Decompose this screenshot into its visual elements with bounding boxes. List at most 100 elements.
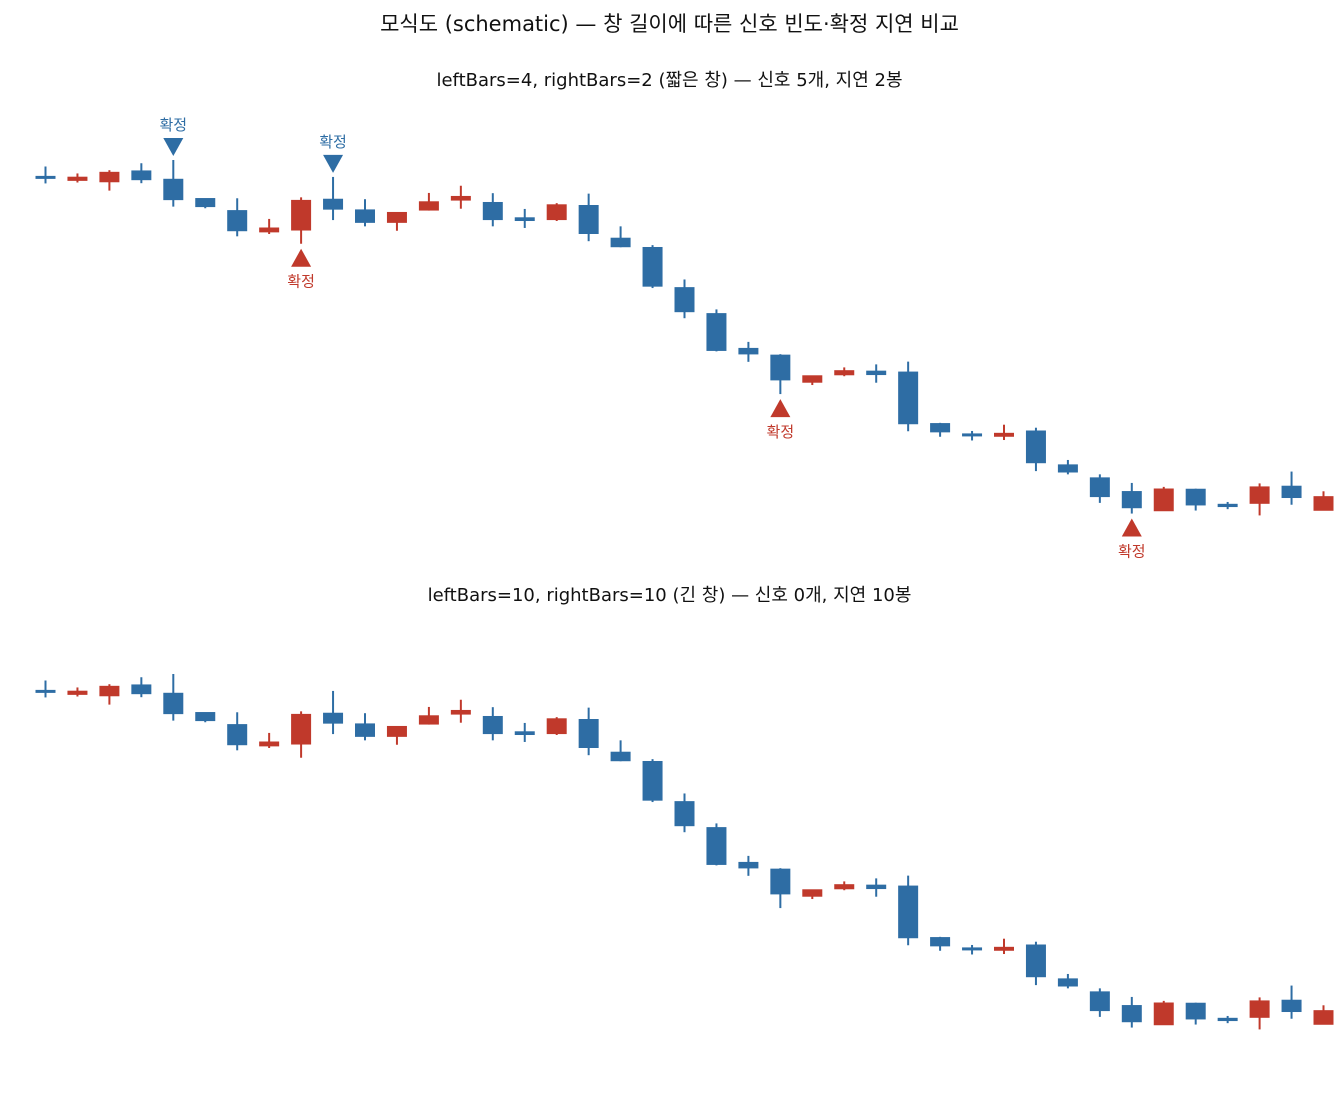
p1-candle	[67, 173, 88, 183]
p1-candle	[1217, 501, 1238, 510]
p1-candle	[355, 199, 375, 227]
p1-candle	[738, 341, 759, 362]
p2-candle-body	[962, 947, 983, 951]
p1-candle-body	[642, 246, 663, 287]
p2-candle	[738, 855, 759, 876]
p2-candle-body	[323, 712, 344, 724]
p1-candle	[450, 185, 471, 209]
panel-2-title: leftBars=10, rightBars=10 (긴 창) — 신호 0개,…	[427, 585, 912, 606]
p2-candle	[770, 868, 791, 909]
p2-candle	[514, 722, 535, 742]
p1-candle-body	[1025, 430, 1046, 464]
p2-candle	[1153, 1000, 1174, 1026]
p1-candle-body	[930, 423, 951, 433]
p1-candle-body	[482, 201, 503, 221]
p2-candle	[994, 938, 1014, 955]
p2-candle	[386, 725, 407, 745]
p2-candle	[1025, 941, 1046, 986]
p1-candle	[802, 375, 823, 386]
p1-candle-body	[514, 217, 535, 222]
p2-candle-body	[35, 689, 56, 693]
p2-candle-body	[259, 741, 280, 747]
p1-candle	[866, 364, 887, 383]
p2-candle	[195, 712, 216, 723]
p1-candle	[195, 198, 216, 209]
p1-candle-body	[163, 178, 184, 201]
p2-candle-body	[674, 801, 695, 827]
p1-candle	[1025, 427, 1046, 472]
p1-candle-body	[195, 198, 216, 208]
p1-candle	[259, 218, 280, 234]
p2-candle-body	[1057, 978, 1078, 987]
p2-candle-body	[802, 889, 823, 897]
p1-candle	[1121, 482, 1142, 514]
p2-candle	[706, 823, 727, 866]
p2-candle	[131, 677, 152, 698]
p1-candle	[1185, 488, 1206, 511]
p2-candle	[546, 717, 567, 736]
p2-candle-body	[578, 719, 599, 748]
p1-candle	[1249, 483, 1270, 516]
p1-candle	[35, 166, 56, 184]
p1-candle	[418, 192, 439, 211]
p1-candle-body	[610, 237, 631, 248]
p1-candle	[706, 309, 727, 352]
p2-candle-body	[227, 724, 248, 746]
p1-marker-up-triangle	[1121, 518, 1142, 537]
p1-signal-marker: 확정	[767, 399, 794, 441]
p2-candle	[1313, 1005, 1334, 1025]
p1-marker-label: 확정	[287, 273, 315, 291]
p1-candle	[1057, 459, 1078, 475]
p2-candle-body	[291, 713, 312, 745]
p2-candle	[1281, 985, 1302, 1019]
p1-marker-label: 확정	[159, 116, 187, 134]
p2-candle	[1185, 1002, 1206, 1025]
p1-candle-body	[802, 375, 823, 383]
p2-candle	[834, 881, 855, 891]
p2-candle-body	[355, 723, 375, 737]
p2-candle	[1089, 988, 1110, 1017]
p1-candle-body	[35, 175, 56, 179]
p2-candle	[1057, 973, 1078, 989]
p1-signal-marker: 확정	[319, 133, 347, 173]
p2-candle	[674, 793, 695, 833]
p2-candle-body	[994, 946, 1014, 951]
p1-candle	[1313, 491, 1334, 511]
p1-candle-body	[1057, 464, 1078, 473]
p2-candle-body	[1281, 999, 1302, 1013]
p2-candle-body	[131, 684, 152, 695]
p1-marker-down-triangle	[163, 137, 184, 156]
p2-candle	[35, 680, 56, 698]
p2-candle	[578, 707, 599, 756]
p2-candle-body	[386, 725, 407, 737]
p2-candle	[163, 673, 184, 721]
p2-candle-body	[1153, 1002, 1174, 1026]
p2-candle-body	[1089, 991, 1110, 1012]
p2-candle	[259, 732, 280, 748]
p2-candle-body	[866, 884, 887, 890]
p1-candle	[610, 226, 631, 248]
p2-candle-body	[450, 709, 471, 715]
p1-candle	[930, 422, 951, 437]
p2-candle-body	[418, 715, 439, 725]
chart-title: 모식도 (schematic) — 창 길이에 따른 신호 빈도·확정 지연 비…	[380, 12, 959, 36]
p1-candle	[514, 208, 535, 228]
p2-candle-body	[1249, 1000, 1270, 1018]
p1-candle	[163, 159, 184, 207]
p1-marker-label: 확정	[1118, 543, 1146, 561]
p1-candle-body	[355, 209, 375, 223]
p2-candle	[291, 711, 312, 758]
panel-2-plot	[35, 673, 1334, 1030]
p1-candle-body	[834, 370, 855, 376]
p2-candle-body	[706, 827, 727, 865]
p2-candle-body	[1121, 1005, 1142, 1023]
p1-candle-body	[323, 198, 344, 210]
p1-candle	[131, 163, 152, 184]
p1-candle	[1281, 471, 1302, 505]
p1-candle-body	[738, 347, 759, 355]
p1-candle-body	[962, 433, 983, 437]
p2-candle-body	[930, 937, 951, 947]
p1-signal-marker: 확정	[1118, 518, 1146, 561]
